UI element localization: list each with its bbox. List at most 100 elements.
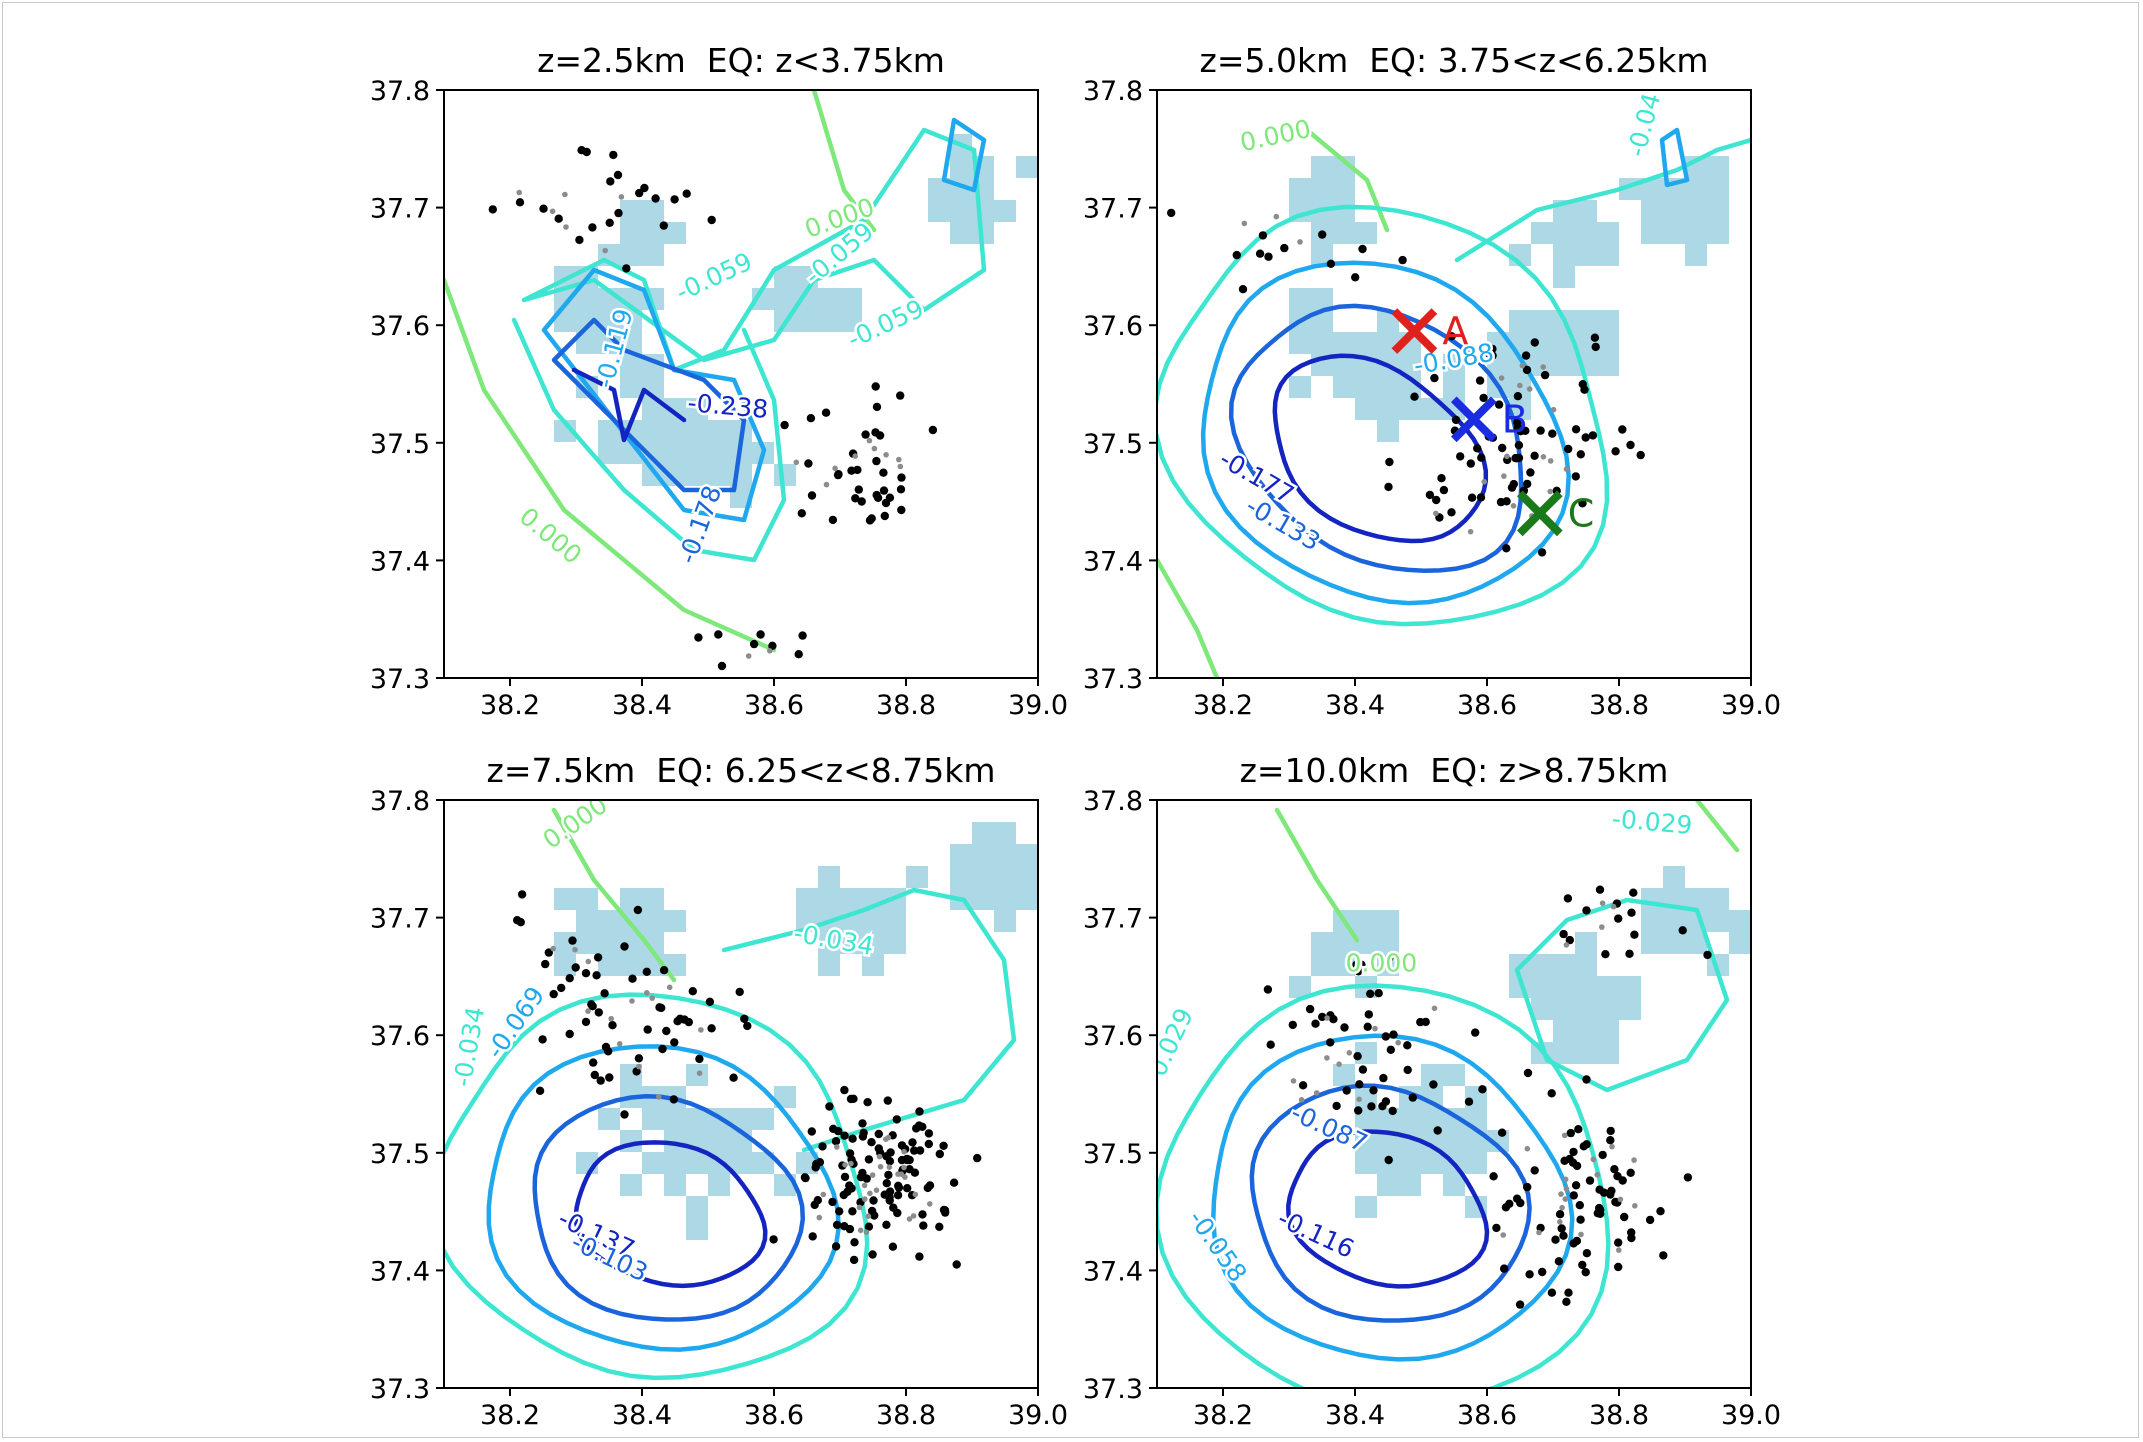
earthquake-point	[870, 1211, 879, 1220]
earthquake-point-minor	[1524, 1145, 1531, 1152]
x-tick-label: 39.0	[1721, 690, 1781, 721]
earthquake-point	[840, 1222, 849, 1231]
earthquake-point	[1683, 1173, 1693, 1182]
earthquake-point	[659, 966, 669, 975]
earthquake-point	[848, 1207, 857, 1216]
earthquake-point	[538, 1035, 547, 1044]
region-cell	[1641, 200, 1663, 222]
earthquake-point-minor	[820, 1191, 827, 1198]
marker-c: C	[1516, 490, 1594, 537]
region-cell	[1333, 222, 1355, 244]
earthquake-point	[1538, 1267, 1547, 1277]
region-cell	[1311, 310, 1333, 332]
earthquake-point	[539, 204, 548, 213]
earthquake-point	[924, 1139, 933, 1149]
earthquake-point	[593, 953, 603, 962]
earthquake-point-minor	[1526, 386, 1533, 392]
contour-line	[1274, 807, 1360, 943]
earthquake-point	[1618, 1176, 1627, 1185]
region-cell	[972, 844, 994, 866]
earthquake-point	[919, 1221, 928, 1230]
region-cell	[576, 288, 598, 310]
contour-line	[721, 887, 1017, 1153]
contour-lines	[444, 90, 987, 653]
earthquake-point-minor	[863, 1229, 870, 1235]
earthquake-point	[1489, 1172, 1498, 1181]
region-cell	[686, 1108, 708, 1130]
region-cell	[1311, 332, 1333, 354]
region-cell	[686, 1152, 708, 1174]
earthquake-point-minor	[1632, 1203, 1638, 1209]
earthquake-point	[1500, 1264, 1509, 1273]
earthquake-point	[535, 1086, 545, 1095]
earthquake-point-minor	[585, 1008, 591, 1014]
earthquake-point	[1264, 252, 1273, 261]
x-tick-label: 38.4	[1325, 690, 1385, 721]
contour-label: -0.058	[1183, 1205, 1253, 1288]
x-tick-label: 38.2	[480, 690, 540, 721]
region-cell	[664, 420, 686, 442]
x-tick-label: 38.2	[1193, 1400, 1253, 1431]
earthquake-point	[1255, 249, 1265, 258]
region-cell	[620, 376, 642, 398]
x-tick-label: 38.2	[1193, 690, 1253, 721]
earthquake-point	[1606, 1136, 1615, 1145]
region-cell	[1663, 866, 1685, 888]
region-cell	[664, 222, 686, 244]
region-cell	[928, 200, 950, 222]
earthquake-point	[1437, 474, 1446, 483]
earthquake-point	[1564, 444, 1573, 454]
earthquake-point-minor	[866, 437, 873, 444]
contour-line	[571, 367, 687, 443]
region-cell	[664, 464, 686, 486]
earthquake-point	[581, 969, 591, 978]
earthquake-point	[915, 1252, 924, 1261]
earthquake-point	[881, 498, 891, 508]
earthquake-point	[1478, 1085, 1487, 1094]
earthquake-point	[620, 1110, 629, 1119]
earthquake-point	[1571, 472, 1580, 481]
earthquake-point-minor	[1500, 1232, 1506, 1238]
earthquake-point	[973, 1153, 982, 1163]
earthquake-point	[1593, 1209, 1602, 1218]
earthquake-point	[670, 195, 679, 204]
y-tick-label: 37.3	[370, 1374, 430, 1405]
region-cell	[994, 888, 1016, 910]
panel-z-10-0km: z=10.0km EQ: z>8.75km -0.029 0.000 -0.029 -…	[1083, 751, 1781, 1431]
earthquake-point	[768, 641, 777, 650]
region-cell	[1333, 954, 1355, 976]
region-cell	[1509, 398, 1531, 420]
region-cell	[1355, 932, 1377, 954]
earthquake-point	[1384, 1155, 1393, 1165]
earthquake-point-minor	[896, 456, 902, 463]
earthquake-point	[885, 1187, 895, 1196]
earthquake-point	[1385, 953, 1394, 962]
y-tick-label: 37.5	[1083, 1139, 1143, 1170]
x-tick-label: 39.0	[1008, 690, 1068, 721]
earthquake-point	[651, 194, 660, 203]
earthquake-point	[949, 1178, 959, 1187]
earthquake-point	[1379, 1073, 1388, 1083]
earthquake-point	[1263, 985, 1273, 994]
earthquake-point	[643, 1025, 652, 1034]
earthquake-point	[910, 1168, 920, 1177]
earthquake-point	[513, 916, 522, 925]
earthquake-point	[1571, 1181, 1581, 1190]
region-cell	[1333, 932, 1355, 954]
region-cell	[1641, 178, 1663, 200]
earthquake-point	[756, 630, 765, 639]
earthquake-point-minor	[1616, 1247, 1622, 1253]
region-cell	[708, 1174, 730, 1196]
earthquake-point	[935, 1149, 944, 1159]
earthquake-point-minor	[1563, 942, 1570, 948]
earthquake-point	[1607, 1186, 1616, 1195]
earthquake-point	[858, 1168, 867, 1178]
earthquake-point	[1386, 1045, 1395, 1054]
earthquake-point	[1378, 1102, 1387, 1111]
earthquake-point	[1614, 1238, 1623, 1247]
earthquake-point	[1599, 1188, 1609, 1197]
earthquake-point	[658, 1044, 667, 1054]
earthquake-point-minor	[1563, 1186, 1570, 1192]
earthquake-point	[882, 1179, 891, 1188]
x-tick-label: 38.6	[1457, 1400, 1517, 1431]
